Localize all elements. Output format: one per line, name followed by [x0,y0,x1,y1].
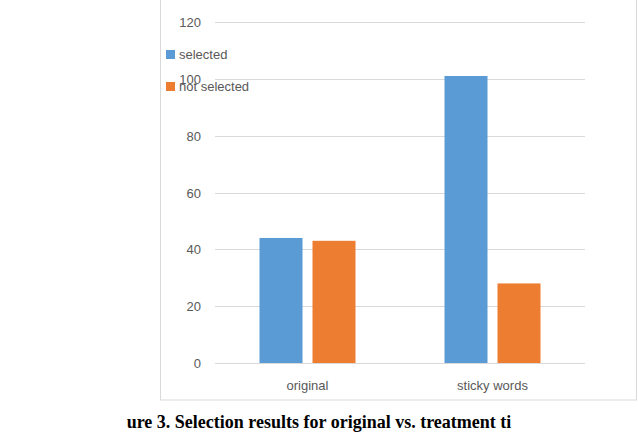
bar [498,283,541,363]
grid-line [215,136,585,137]
legend-label: selected [179,47,227,62]
legend-swatch [166,50,175,59]
bars [260,76,541,363]
y-tick-label: 0 [194,356,201,371]
bar [313,241,356,363]
caption: ure 3. Selection results for original vs… [127,412,512,432]
grid-line [215,22,585,23]
y-tick-label: 80 [187,129,201,144]
chart-frame [161,0,637,400]
grid-line [215,79,585,80]
bar [445,76,488,363]
y-tick-label: 120 [179,15,201,30]
legend-label: not selected [179,79,249,94]
chart-root: 020406080100120originalsticky wordsselec… [0,0,638,442]
y-tick-label: 60 [187,186,201,201]
x-tick-label: original [287,378,329,393]
bar [260,238,303,363]
grid-line [215,193,585,194]
grid-line [215,363,585,364]
y-tick-label: 20 [187,299,201,314]
x-tick-label: sticky words [457,378,528,393]
y-tick-label: 40 [187,242,201,257]
chart-svg: 020406080100120originalsticky wordsselec… [0,0,638,442]
legend-swatch [166,82,175,91]
x-axis-line [215,363,585,364]
